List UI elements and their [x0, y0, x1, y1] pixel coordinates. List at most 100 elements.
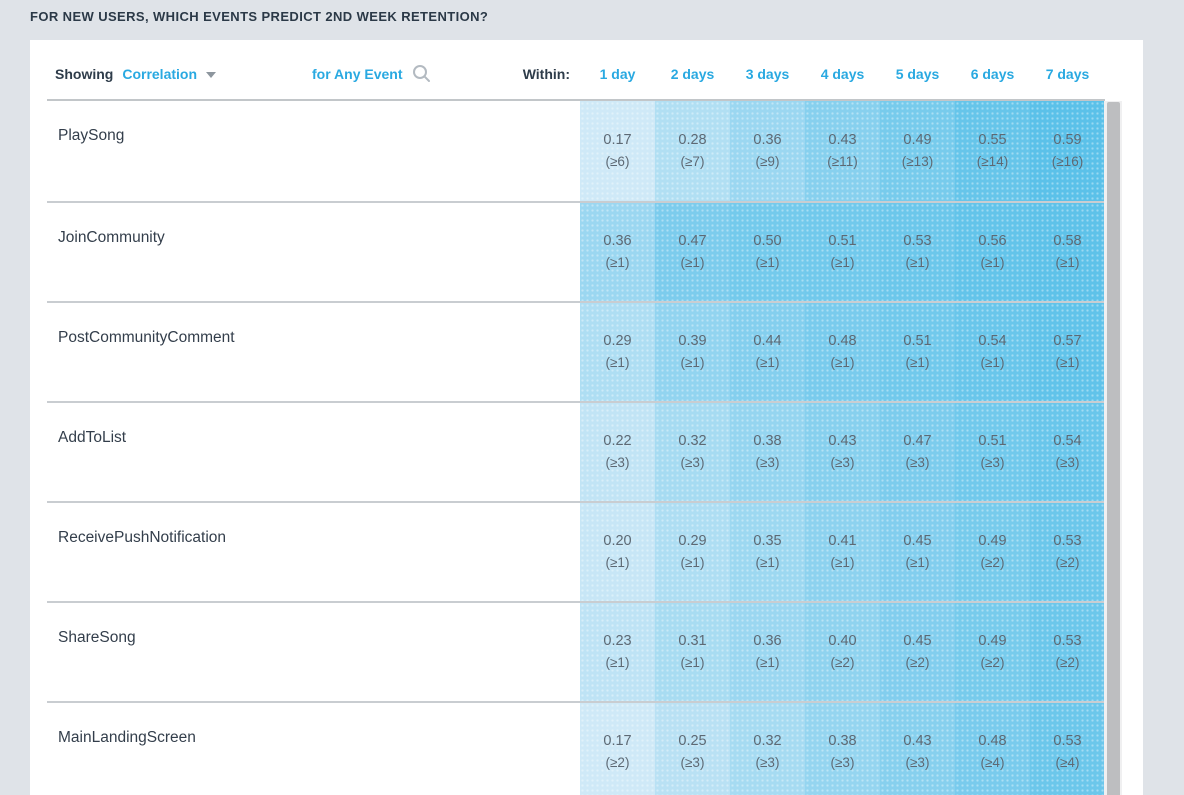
correlation-value: 0.47: [903, 433, 932, 449]
correlation-cell[interactable]: 0.45 (≥2): [880, 603, 955, 701]
min-events-threshold: (≥1): [905, 555, 930, 570]
correlation-cell[interactable]: 0.36 (≥1): [730, 603, 805, 701]
correlation-value: 0.53: [1053, 633, 1082, 649]
correlation-cell[interactable]: 0.47 (≥1): [655, 203, 730, 301]
correlation-cell[interactable]: 0.51 (≥1): [805, 203, 880, 301]
correlation-cell[interactable]: 0.47 (≥3): [880, 403, 955, 501]
correlation-value: 0.43: [828, 433, 857, 449]
correlation-cell[interactable]: 0.53 (≥2): [1030, 603, 1105, 701]
correlation-value: 0.49: [978, 633, 1007, 649]
correlation-cell[interactable]: 0.57 (≥1): [1030, 303, 1105, 401]
correlation-value: 0.38: [753, 433, 782, 449]
correlation-cell[interactable]: 0.28 (≥7): [655, 101, 730, 201]
correlation-cell[interactable]: 0.32 (≥3): [655, 403, 730, 501]
correlation-cell[interactable]: 0.48 (≥4): [955, 703, 1030, 795]
row-cells: 0.36 (≥1) 0.47 (≥1) 0.50 (≥1) 0.51 (≥1) 0.53 (≥1)…: [580, 203, 1105, 301]
table-row: PlaySong 0.17 (≥6) 0.28 (≥7) 0.36 (≥9) 0.43 (≥1…: [47, 101, 1105, 201]
correlation-cell[interactable]: 0.25 (≥3): [655, 703, 730, 795]
min-events-threshold: (≥13): [901, 154, 934, 169]
column-header-7-days[interactable]: 7 days: [1045, 65, 1090, 82]
min-events-threshold: (≥3): [830, 755, 855, 770]
min-events-threshold: (≥1): [755, 655, 780, 670]
correlation-cell[interactable]: 0.59 (≥16): [1030, 101, 1105, 201]
table-row: ReceivePushNotification 0.20 (≥1) 0.29 (≥1)…: [47, 501, 1105, 601]
event-name: ReceivePushNotification: [58, 529, 227, 546]
correlation-cell[interactable]: 0.51 (≥3): [955, 403, 1030, 501]
correlation-cell[interactable]: 0.51 (≥1): [880, 303, 955, 401]
correlation-value: 0.22: [603, 433, 632, 449]
column-header-6-days[interactable]: 6 days: [970, 65, 1015, 82]
correlation-cell[interactable]: 0.20 (≥1): [580, 503, 655, 601]
correlation-cell[interactable]: 0.22 (≥3): [580, 403, 655, 501]
correlation-value: 0.17: [603, 132, 632, 148]
min-events-threshold: (≥11): [827, 154, 858, 169]
correlation-cell[interactable]: 0.54 (≥1): [955, 303, 1030, 401]
correlation-value: 0.40: [828, 633, 857, 649]
correlation-value: 0.53: [1053, 533, 1082, 549]
row-cells: 0.20 (≥1) 0.29 (≥1) 0.35 (≥1) 0.41 (≥1) 0.45 (≥1)…: [580, 503, 1105, 601]
min-events-threshold: (≥1): [680, 555, 705, 570]
correlation-cell[interactable]: 0.50 (≥1): [730, 203, 805, 301]
correlation-value: 0.43: [828, 132, 857, 148]
correlation-cell[interactable]: 0.58 (≥1): [1030, 203, 1105, 301]
scrollbar-track[interactable]: [1104, 101, 1122, 795]
correlation-cell[interactable]: 0.43 (≥3): [880, 703, 955, 795]
column-header-5-days[interactable]: 5 days: [895, 65, 940, 82]
correlation-cell[interactable]: 0.31 (≥1): [655, 603, 730, 701]
column-header-3-days[interactable]: 3 days: [745, 65, 790, 82]
min-events-threshold: (≥1): [830, 355, 855, 370]
correlation-cell[interactable]: 0.29 (≥1): [580, 303, 655, 401]
correlation-value: 0.35: [753, 533, 782, 549]
correlation-cell[interactable]: 0.41 (≥1): [805, 503, 880, 601]
correlation-value: 0.39: [678, 333, 707, 349]
column-header-2-days[interactable]: 2 days: [670, 65, 715, 82]
correlation-cell[interactable]: 0.23 (≥1): [580, 603, 655, 701]
min-events-threshold: (≥1): [905, 255, 930, 270]
correlation-cell[interactable]: 0.55 (≥14): [955, 101, 1030, 201]
correlation-value: 0.55: [978, 132, 1007, 148]
event-name: AddToList: [58, 429, 127, 446]
correlation-cell[interactable]: 0.44 (≥1): [730, 303, 805, 401]
correlation-cell[interactable]: 0.17 (≥6): [580, 101, 655, 201]
correlation-cell[interactable]: 0.49 (≥2): [955, 603, 1030, 701]
correlation-cell[interactable]: 0.48 (≥1): [805, 303, 880, 401]
correlation-cell[interactable]: 0.49 (≥13): [880, 101, 955, 201]
correlation-value: 0.43: [903, 733, 932, 749]
correlation-cell[interactable]: 0.40 (≥2): [805, 603, 880, 701]
correlation-cell[interactable]: 0.49 (≥2): [955, 503, 1030, 601]
correlation-cell[interactable]: 0.54 (≥3): [1030, 403, 1105, 501]
correlation-cell[interactable]: 0.56 (≥1): [955, 203, 1030, 301]
correlation-value: 0.38: [828, 733, 857, 749]
correlation-cell[interactable]: 0.53 (≥4): [1030, 703, 1105, 795]
events-table: PlaySong 0.17 (≥6) 0.28 (≥7) 0.36 (≥9) 0.43 (≥1…: [47, 101, 1105, 795]
metric-dropdown[interactable]: Correlation: [122, 66, 217, 82]
correlation-value: 0.58: [1053, 233, 1082, 249]
event-selector-button[interactable]: for Any Event: [312, 64, 431, 83]
correlation-cell[interactable]: 0.38 (≥3): [805, 703, 880, 795]
scrollbar-thumb[interactable]: [1107, 102, 1120, 795]
correlation-value: 0.51: [978, 433, 1007, 449]
column-header-4-days[interactable]: 4 days: [820, 65, 865, 82]
correlation-value: 0.41: [828, 533, 857, 549]
column-header-1-day[interactable]: 1 day: [599, 65, 636, 82]
correlation-cell[interactable]: 0.53 (≥1): [880, 203, 955, 301]
correlation-cell[interactable]: 0.43 (≥3): [805, 403, 880, 501]
showing-label: Showing: [55, 65, 114, 82]
correlation-cell[interactable]: 0.38 (≥3): [730, 403, 805, 501]
correlation-value: 0.36: [753, 132, 782, 148]
correlation-cell[interactable]: 0.35 (≥1): [730, 503, 805, 601]
event-name: PlaySong: [58, 127, 125, 144]
correlation-cell[interactable]: 0.43 (≥11): [805, 101, 880, 201]
correlation-cell[interactable]: 0.45 (≥1): [880, 503, 955, 601]
correlation-cell[interactable]: 0.36 (≥9): [730, 101, 805, 201]
min-events-threshold: (≥1): [1055, 255, 1080, 270]
correlation-cell[interactable]: 0.36 (≥1): [580, 203, 655, 301]
correlation-cell[interactable]: 0.29 (≥1): [655, 503, 730, 601]
table-row: JoinCommunity 0.36 (≥1) 0.47 (≥1) 0.50 (≥1) 0.…: [47, 201, 1105, 301]
correlation-cell[interactable]: 0.39 (≥1): [655, 303, 730, 401]
page-title: FOR NEW USERS, WHICH EVENTS PREDICT 2ND …: [30, 9, 489, 24]
correlation-value: 0.53: [903, 233, 932, 249]
correlation-cell[interactable]: 0.53 (≥2): [1030, 503, 1105, 601]
correlation-cell[interactable]: 0.17 (≥2): [580, 703, 655, 795]
correlation-cell[interactable]: 0.32 (≥3): [730, 703, 805, 795]
